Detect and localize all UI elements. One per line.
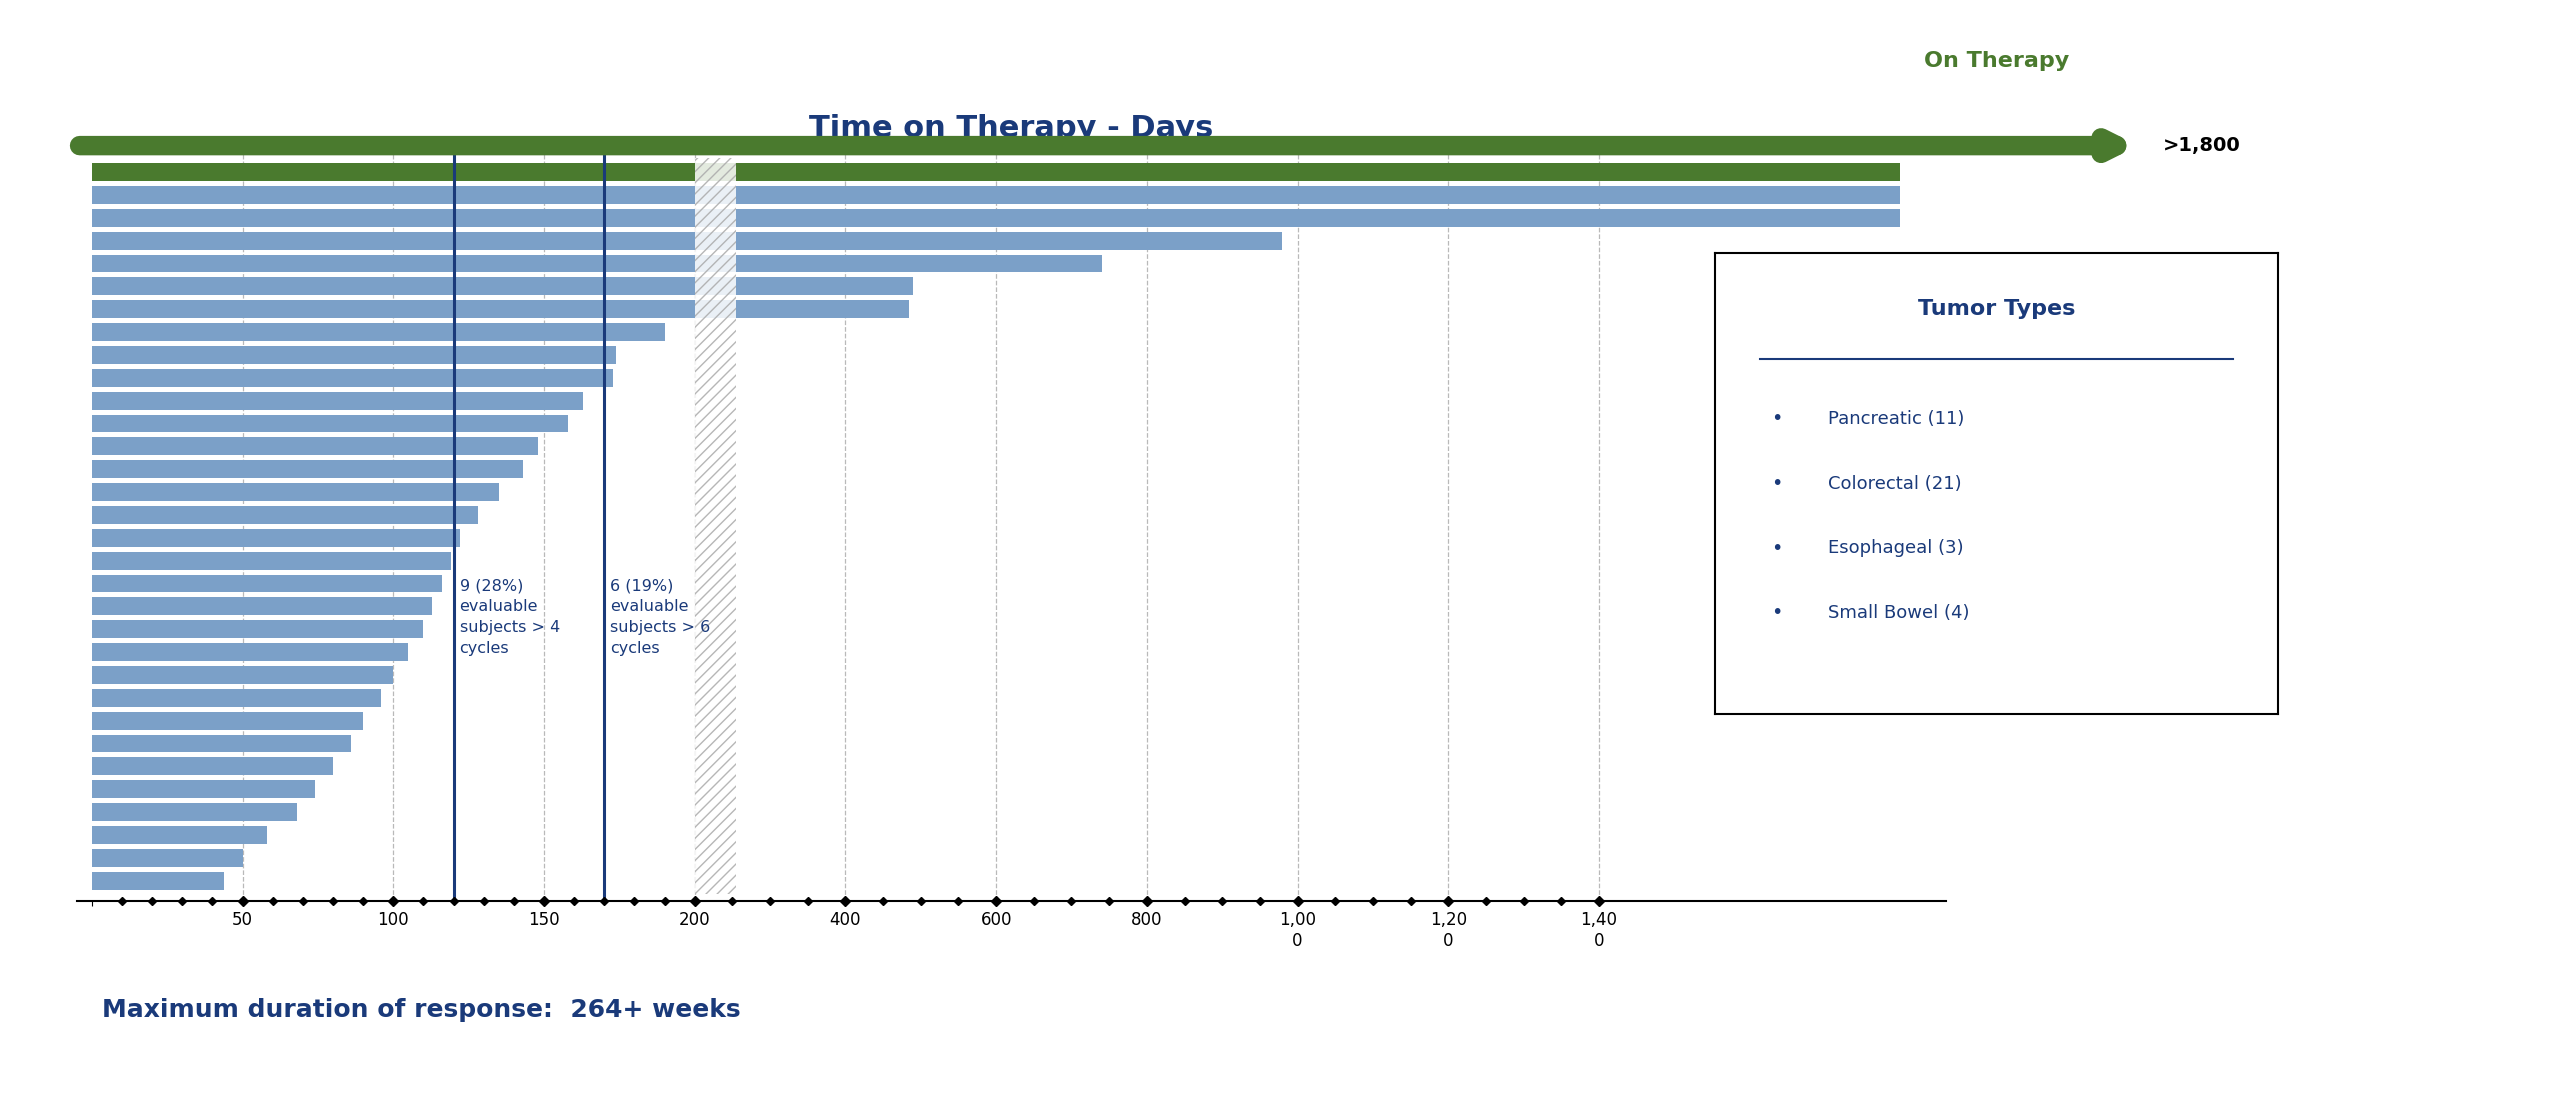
Text: •: • <box>1772 603 1782 622</box>
Bar <box>92 803 297 821</box>
Text: Tumor Types: Tumor Types <box>1917 299 2076 319</box>
Bar <box>92 872 225 889</box>
Text: 9 (28%)
evaluable
subjects > 4
cycles: 9 (28%) evaluable subjects > 4 cycles <box>461 578 561 656</box>
Bar <box>92 369 614 387</box>
Title: Time on Therapy - Days: Time on Therapy - Days <box>809 114 1213 143</box>
Bar <box>92 232 1283 249</box>
Bar <box>92 552 451 569</box>
Bar <box>92 255 1101 273</box>
Bar <box>92 598 433 615</box>
Bar <box>92 848 243 867</box>
Bar <box>92 164 1900 181</box>
Bar <box>92 484 499 501</box>
Bar <box>92 391 584 410</box>
Text: >1,800: >1,800 <box>2163 136 2240 155</box>
Text: •: • <box>1772 410 1782 429</box>
Bar <box>92 620 422 639</box>
Bar <box>92 414 568 432</box>
Bar <box>92 689 381 707</box>
Text: Small Bowel (4): Small Bowel (4) <box>1828 603 1969 622</box>
Bar <box>92 643 410 660</box>
Bar <box>92 666 394 684</box>
Text: 6 (19%)
evaluable
subjects > 6
cycles: 6 (19%) evaluable subjects > 6 cycles <box>609 578 712 656</box>
Bar <box>92 529 461 546</box>
Bar <box>92 278 914 296</box>
Bar <box>92 346 617 364</box>
Bar <box>92 826 266 844</box>
Text: Pancreatic (11): Pancreatic (11) <box>1828 410 1964 428</box>
Bar <box>92 734 351 753</box>
Text: •: • <box>1772 474 1782 493</box>
Bar <box>92 780 315 798</box>
Text: On Therapy: On Therapy <box>1925 52 2068 71</box>
Bar <box>92 186 1900 204</box>
Bar <box>92 323 666 341</box>
Text: Maximum duration of response:  264+ weeks: Maximum duration of response: 264+ weeks <box>102 998 740 1022</box>
Bar <box>92 460 522 478</box>
Text: Esophageal (3): Esophageal (3) <box>1828 540 1964 557</box>
Bar <box>92 757 333 775</box>
Text: Colorectal (21): Colorectal (21) <box>1828 475 1961 492</box>
Bar <box>694 158 737 895</box>
Bar <box>92 506 479 524</box>
Bar <box>92 437 538 455</box>
Text: •: • <box>1772 539 1782 557</box>
Bar <box>92 209 1900 226</box>
Bar <box>92 712 364 730</box>
Bar <box>92 300 909 319</box>
Bar <box>92 575 440 592</box>
